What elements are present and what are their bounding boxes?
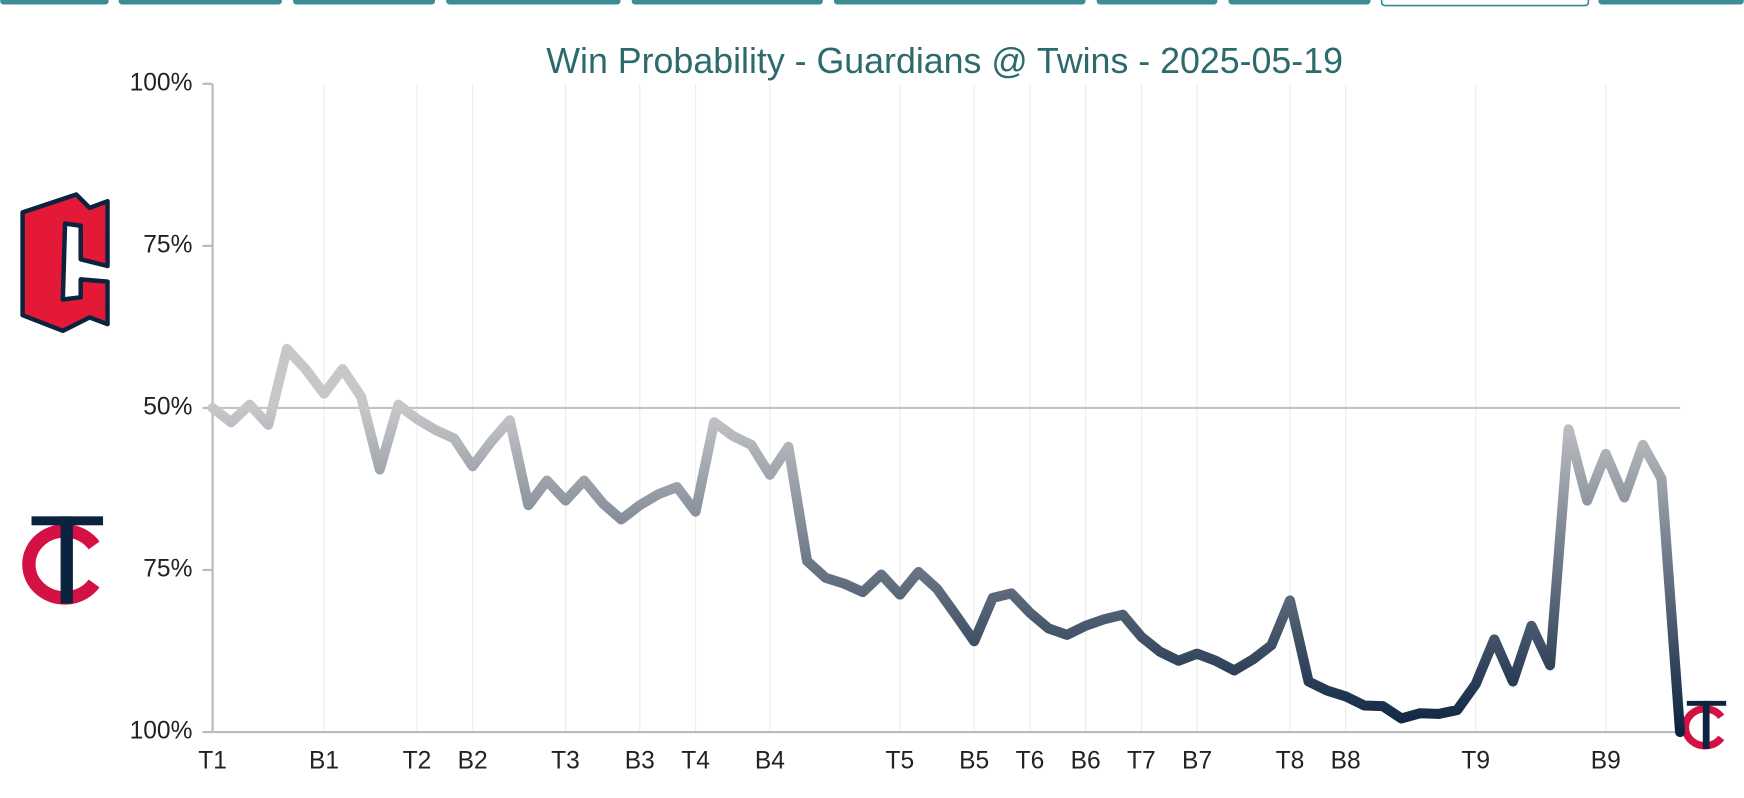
win-probability-line: [207, 343, 1686, 738]
x-tick-label: T6: [1016, 748, 1045, 775]
x-tick-label: B8: [1331, 748, 1361, 775]
tab[interactable]: [118, 0, 282, 5]
x-tick-label: B1: [309, 748, 339, 775]
tab[interactable]: [293, 0, 435, 5]
x-tick-label: T9: [1461, 748, 1490, 775]
tab[interactable]: [1598, 0, 1744, 5]
x-tick-label: B7: [1182, 748, 1212, 775]
tab-active[interactable]: [1380, 0, 1590, 7]
x-tick-label: T1: [198, 748, 227, 775]
tab[interactable]: [1228, 0, 1371, 5]
guardians-logo: [20, 192, 110, 334]
y-tick-label: 75%: [143, 231, 192, 258]
x-tick-label: T8: [1276, 748, 1305, 775]
x-tick-label: T3: [551, 748, 580, 775]
x-tick-label: T4: [681, 748, 710, 775]
x-tick-label: T2: [403, 748, 432, 775]
y-tick-label: 100%: [130, 718, 193, 745]
x-tick-label: B4: [755, 748, 785, 775]
y-tick-label: 75%: [143, 556, 192, 583]
x-tick-label: B2: [458, 748, 488, 775]
chart-title: Win Probability - Guardians @ Twins - 20…: [546, 41, 1343, 81]
x-tick-label: B5: [959, 748, 989, 775]
tab[interactable]: [631, 0, 823, 5]
tab[interactable]: [1096, 0, 1218, 5]
tab[interactable]: [0, 0, 109, 5]
x-tick-label: B9: [1591, 748, 1621, 775]
x-tick-label: B3: [625, 748, 655, 775]
x-tick-label: T7: [1127, 748, 1156, 775]
y-tick-label: 50%: [143, 393, 192, 420]
twins-logo: [22, 516, 104, 605]
y-tick-label: 100%: [130, 69, 193, 96]
tab[interactable]: [834, 0, 1086, 5]
tab[interactable]: [446, 0, 621, 5]
x-tick-label: T5: [886, 748, 915, 775]
x-tick-label: B6: [1071, 748, 1101, 775]
tab-bar: [0, 0, 1744, 7]
twins-logo-small: [1681, 700, 1727, 750]
